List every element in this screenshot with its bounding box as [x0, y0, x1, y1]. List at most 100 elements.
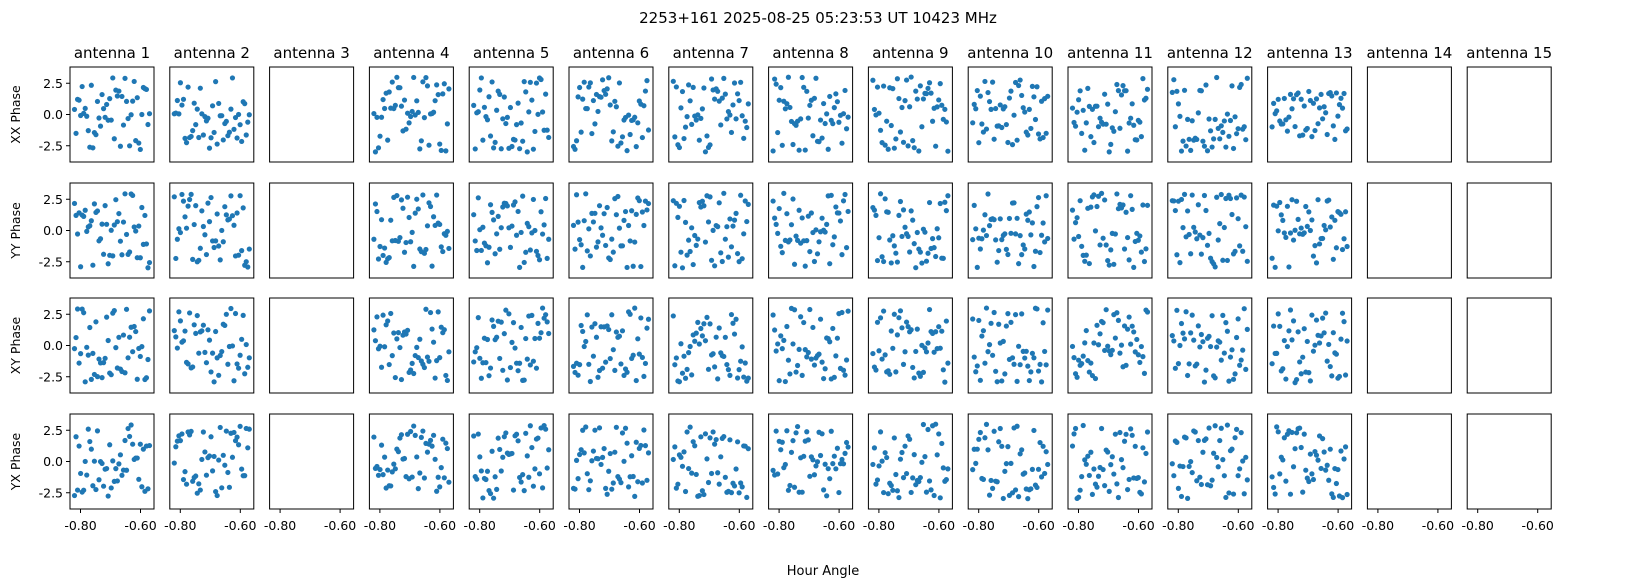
- data-point-antenna-13-yx-phase: [1275, 429, 1281, 435]
- data-point-antenna-2-yy-phase: [206, 219, 213, 225]
- data-point-antenna-4-xy-phase: [380, 312, 386, 318]
- data-point-antenna-12-xy-phase: [1201, 379, 1208, 385]
- data-point-antenna-5-xx-phase: [538, 76, 544, 83]
- data-point-antenna-6-xy-phase: [607, 355, 613, 362]
- data-point-antenna-1-xx-phase: [107, 96, 113, 102]
- data-point-antenna-11-yx-phase: [1138, 491, 1144, 497]
- data-point-antenna-8-xx-phase: [840, 111, 847, 117]
- data-point-antenna-8-xx-phase: [782, 106, 788, 112]
- data-point-antenna-7-xx-phase: [670, 78, 676, 84]
- data-point-antenna-12-yx-phase: [1214, 454, 1220, 461]
- panel-frame-antenna-9-yy-phase: [867, 182, 953, 279]
- data-point-antenna-4-yx-phase: [377, 466, 383, 473]
- data-point-antenna-9-yy-phase: [917, 249, 923, 255]
- data-point-antenna-9-xy-phase: [894, 332, 900, 338]
- data-point-antenna-13-yx-phase: [1339, 495, 1346, 501]
- data-point-antenna-7-yx-phase: [704, 456, 710, 462]
- data-point-antenna-2-xx-phase: [196, 134, 202, 141]
- data-point-antenna-8-yy-phase: [770, 198, 776, 204]
- data-point-antenna-8-xy-phase: [796, 346, 802, 353]
- x-tick-label-antenna-6: -0.60: [623, 518, 655, 533]
- data-point-antenna-8-xx-phase: [819, 135, 825, 141]
- data-point-antenna-8-yy-phase: [775, 230, 781, 236]
- data-point-antenna-9-yx-phase: [931, 492, 937, 499]
- data-point-antenna-12-xy-phase: [1191, 337, 1197, 343]
- data-point-antenna-7-xx-phase: [704, 133, 710, 139]
- data-point-antenna-7-xy-phase: [686, 350, 692, 356]
- data-point-antenna-6-yx-phase: [607, 450, 613, 457]
- data-point-antenna-7-yx-phase: [692, 443, 698, 449]
- data-point-antenna-9-yx-phase: [884, 454, 890, 461]
- data-point-antenna-7-yy-phase: [689, 225, 695, 231]
- data-point-antenna-13-xy-phase: [1274, 350, 1280, 356]
- data-point-antenna-5-yy-phase: [532, 227, 538, 234]
- data-point-antenna-9-yx-phase: [891, 435, 897, 441]
- data-point-antenna-2-yy-phase: [234, 210, 240, 216]
- data-point-antenna-13-xx-phase: [1304, 125, 1310, 132]
- panel-frame-antenna-10-yx-phase: [967, 413, 1053, 510]
- data-point-antenna-5-yy-phase: [518, 229, 524, 236]
- data-point-antenna-8-yx-phase: [790, 438, 796, 444]
- data-point-antenna-13-yx-phase: [1323, 467, 1329, 473]
- data-point-antenna-10-yx-phase: [1012, 487, 1019, 493]
- data-point-antenna-11-yx-phase: [1076, 494, 1082, 500]
- data-point-antenna-8-yy-phase: [796, 207, 802, 213]
- data-point-antenna-13-yy-phase: [1304, 223, 1310, 230]
- data-point-antenna-11-yy-phase: [1069, 207, 1076, 213]
- data-point-antenna-5-yx-phase: [484, 468, 491, 474]
- data-point-antenna-13-yy-phase: [1341, 236, 1347, 242]
- data-point-antenna-5-yx-phase: [518, 479, 524, 485]
- data-point-antenna-1-yy-phase: [110, 253, 116, 259]
- data-point-antenna-4-yx-phase: [432, 456, 438, 462]
- data-point-antenna-9-xx-phase: [891, 145, 897, 151]
- data-point-antenna-10-xx-phase: [1025, 132, 1031, 138]
- panel-frame-antenna-14-yy-phase: [1366, 182, 1452, 279]
- data-point-antenna-1-yx-phase: [139, 484, 145, 490]
- panel-frame-antenna-10-xy-phase: [967, 297, 1053, 394]
- data-point-antenna-8-xx-phase: [784, 101, 790, 107]
- data-point-antenna-1-xx-phase: [96, 115, 102, 121]
- data-point-antenna-5-yx-phase: [500, 454, 506, 460]
- data-point-antenna-12-yx-phase: [1175, 485, 1182, 491]
- data-point-antenna-11-yx-phase: [1140, 445, 1146, 451]
- data-point-antenna-2-yy-phase: [191, 221, 197, 228]
- data-point-antenna-10-xx-phase: [1026, 106, 1032, 112]
- x-tick-label-antenna-3: -0.80: [264, 518, 296, 533]
- data-point-antenna-9-yy-phase: [900, 207, 907, 213]
- panel-frame-antenna-7-xx-phase: [668, 66, 754, 163]
- data-point-antenna-1-xy-phase: [125, 355, 131, 361]
- data-point-antenna-4-xy-phase: [441, 327, 447, 333]
- data-point-antenna-13-yx-phase: [1287, 491, 1294, 497]
- data-point-antenna-9-yy-phase: [907, 249, 913, 255]
- data-point-antenna-1-yx-phase: [128, 422, 134, 428]
- data-point-antenna-7-yx-phase: [702, 431, 709, 437]
- data-point-antenna-11-xy-phase: [1082, 340, 1088, 346]
- data-point-antenna-5-xy-phase: [477, 355, 483, 361]
- data-point-antenna-1-yx-phase: [93, 486, 99, 493]
- data-point-antenna-2-yy-phase: [203, 251, 210, 258]
- data-point-antenna-4-yx-phase: [395, 449, 401, 455]
- data-point-antenna-1-yy-phase: [102, 203, 108, 209]
- data-point-antenna-8-xy-phase: [833, 353, 839, 359]
- data-point-antenna-1-xy-phase: [88, 376, 94, 382]
- data-point-antenna-4-yx-phase: [412, 432, 418, 438]
- data-point-antenna-7-xx-phase: [730, 102, 736, 108]
- data-point-antenna-4-yy-phase: [437, 221, 443, 228]
- data-point-antenna-4-xy-phase: [395, 330, 401, 336]
- data-point-antenna-5-yx-phase: [471, 433, 477, 439]
- data-point-antenna-6-yy-phase: [621, 217, 627, 223]
- data-point-antenna-5-yy-phase: [507, 244, 514, 250]
- data-point-antenna-1-xx-phase: [131, 78, 137, 85]
- data-point-antenna-5-xx-phase: [546, 134, 552, 141]
- data-point-antenna-6-xx-phase: [595, 108, 601, 115]
- data-point-antenna-9-xy-phase: [920, 369, 927, 375]
- data-point-antenna-12-xy-phase: [1229, 347, 1235, 353]
- data-point-antenna-7-xy-phase: [728, 311, 735, 318]
- data-point-antenna-6-yx-phase: [633, 439, 639, 445]
- data-point-antenna-13-xy-phase: [1304, 338, 1310, 345]
- data-point-antenna-6-xy-phase: [575, 372, 581, 378]
- data-point-antenna-12-yy-phase: [1171, 198, 1177, 204]
- data-point-antenna-8-yy-phase: [791, 261, 798, 267]
- data-point-antenna-11-yy-phase: [1112, 231, 1118, 237]
- data-point-antenna-12-xy-phase: [1233, 334, 1240, 341]
